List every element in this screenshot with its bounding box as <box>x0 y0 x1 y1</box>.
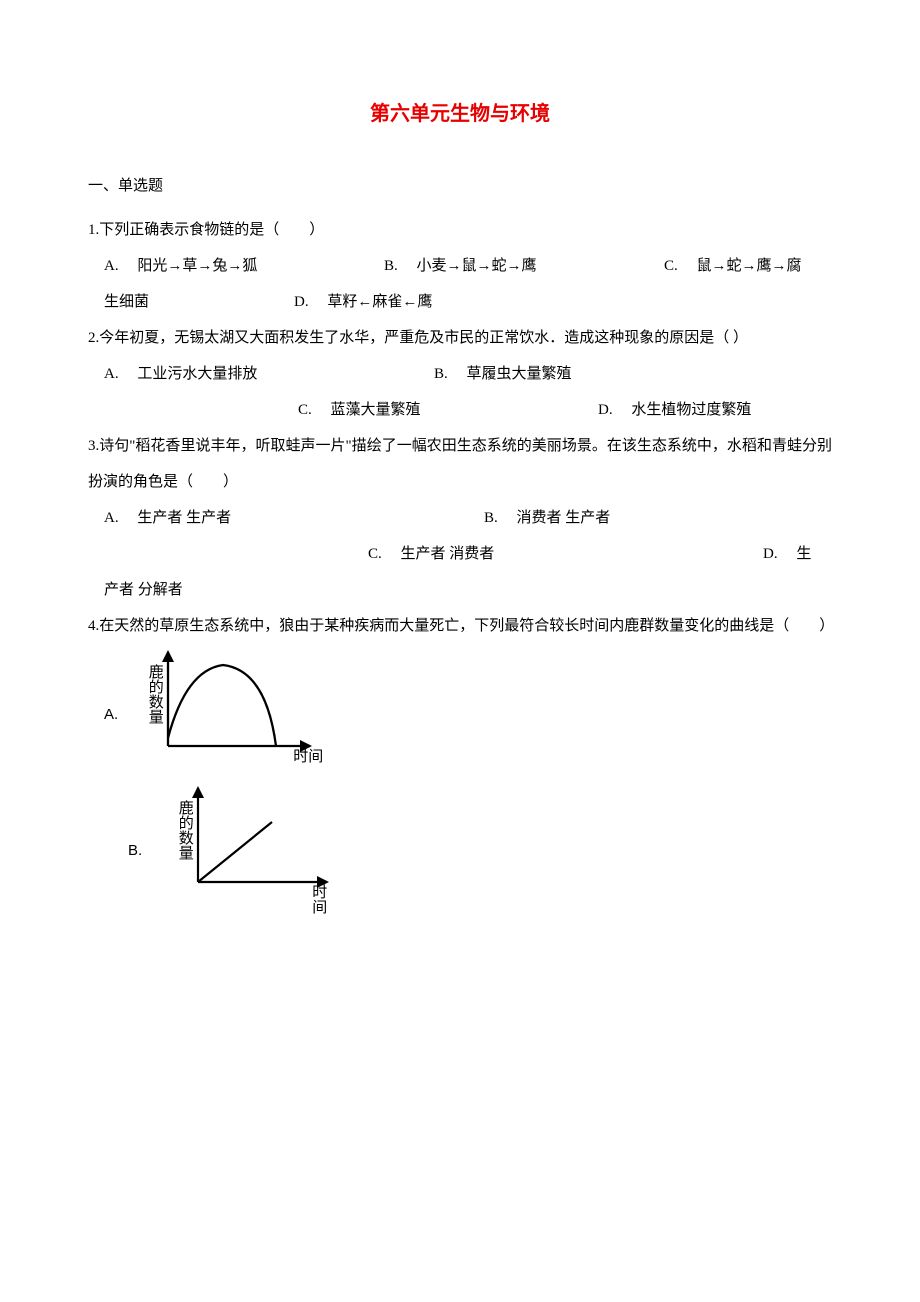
section-header: 一、单选题 <box>88 168 832 204</box>
q2-option-a: A. 工业污水大量排放 <box>104 356 434 392</box>
question-3-options-row2: C. 生产者 消费者 D. 生 <box>88 536 832 572</box>
question-3-text: 3.诗句"稻花香里说丰年，听取蛙声一片"描绘了一幅农田生态系统的美丽场景。在该生… <box>88 428 832 500</box>
q4-option-b-block: B. 鹿的数量 时间 <box>88 786 832 916</box>
q1-option-b: B. 小麦→鼠→蛇→鹰 <box>384 248 664 284</box>
question-2-text: 2.今年初夏，无锡太湖又大面积发生了水华，严重危及市民的正常饮水．造成这种现象的… <box>88 320 832 356</box>
q3-option-d-cont: 产者 分解者 <box>88 572 832 608</box>
question-2-options-row2: C. 蓝藻大量繁殖 D. 水生植物过度繁殖 <box>88 392 832 428</box>
question-1-options-row2: 生细菌 D. 草籽←麻雀←鹰 <box>88 284 832 320</box>
q4-option-a-block: A. 鹿的数量 时间 <box>88 650 832 780</box>
question-1-text: 1.下列正确表示食物链的是（ ） <box>88 212 832 248</box>
chart-a-ylabel: 鹿的数量 <box>144 664 164 724</box>
q1-option-c-cont: 生细菌 <box>104 284 294 320</box>
q1-option-c: C. 鼠→蛇→鹰→腐 <box>664 248 832 284</box>
question-4: 4.在天然的草原生态系统中，狼由于某种疾病而大量死亡，下列最符合较长时间内鹿群数… <box>88 608 832 916</box>
q1-option-a: A. 阳光→草→兔→狐 <box>104 248 384 284</box>
q3-option-b: B. 消费者 生产者 <box>484 500 610 536</box>
question-2: 2.今年初夏，无锡太湖又大面积发生了水华，严重危及市民的正常饮水．造成这种现象的… <box>88 320 832 428</box>
question-3-options-row1: A. 生产者 生产者 B. 消费者 生产者 <box>88 500 832 536</box>
q3-option-c: C. 生产者 消费者 <box>368 536 763 572</box>
q3-option-d: D. 生 <box>763 536 811 572</box>
question-3: 3.诗句"稻花香里说丰年，听取蛙声一片"描绘了一幅农田生态系统的美丽场景。在该生… <box>88 428 832 608</box>
question-2-options-row1: A. 工业污水大量排放 B. 草履虫大量繁殖 <box>88 356 832 392</box>
q4-chart-b: 鹿的数量 时间 <box>152 786 337 916</box>
chart-b-xlabel: 时间 <box>312 886 337 916</box>
q1-option-d: D. 草籽←麻雀←鹰 <box>294 284 432 320</box>
q2-option-d: D. 水生植物过度繁殖 <box>598 392 751 428</box>
page-title: 第六单元生物与环境 <box>88 90 832 138</box>
chart-a-xlabel: 时间 <box>293 750 323 765</box>
chart-b-ylabel: 鹿的数量 <box>174 800 194 860</box>
q4-option-a-label: A. <box>104 697 118 733</box>
question-1: 1.下列正确表示食物链的是（ ） A. 阳光→草→兔→狐 B. 小麦→鼠→蛇→鹰… <box>88 212 832 320</box>
q2-option-c: C. 蓝藻大量繁殖 <box>298 392 598 428</box>
question-1-options-row1: A. 阳光→草→兔→狐 B. 小麦→鼠→蛇→鹰 C. 鼠→蛇→鹰→腐 <box>88 248 832 284</box>
q3-option-a: A. 生产者 生产者 <box>104 500 484 536</box>
q4-chart-a: 鹿的数量 时间 <box>128 650 323 780</box>
q4-option-b-label: B. <box>128 833 142 869</box>
question-4-text: 4.在天然的草原生态系统中，狼由于某种疾病而大量死亡，下列最符合较长时间内鹿群数… <box>88 608 832 644</box>
q2-option-b: B. 草履虫大量繁殖 <box>434 356 572 392</box>
